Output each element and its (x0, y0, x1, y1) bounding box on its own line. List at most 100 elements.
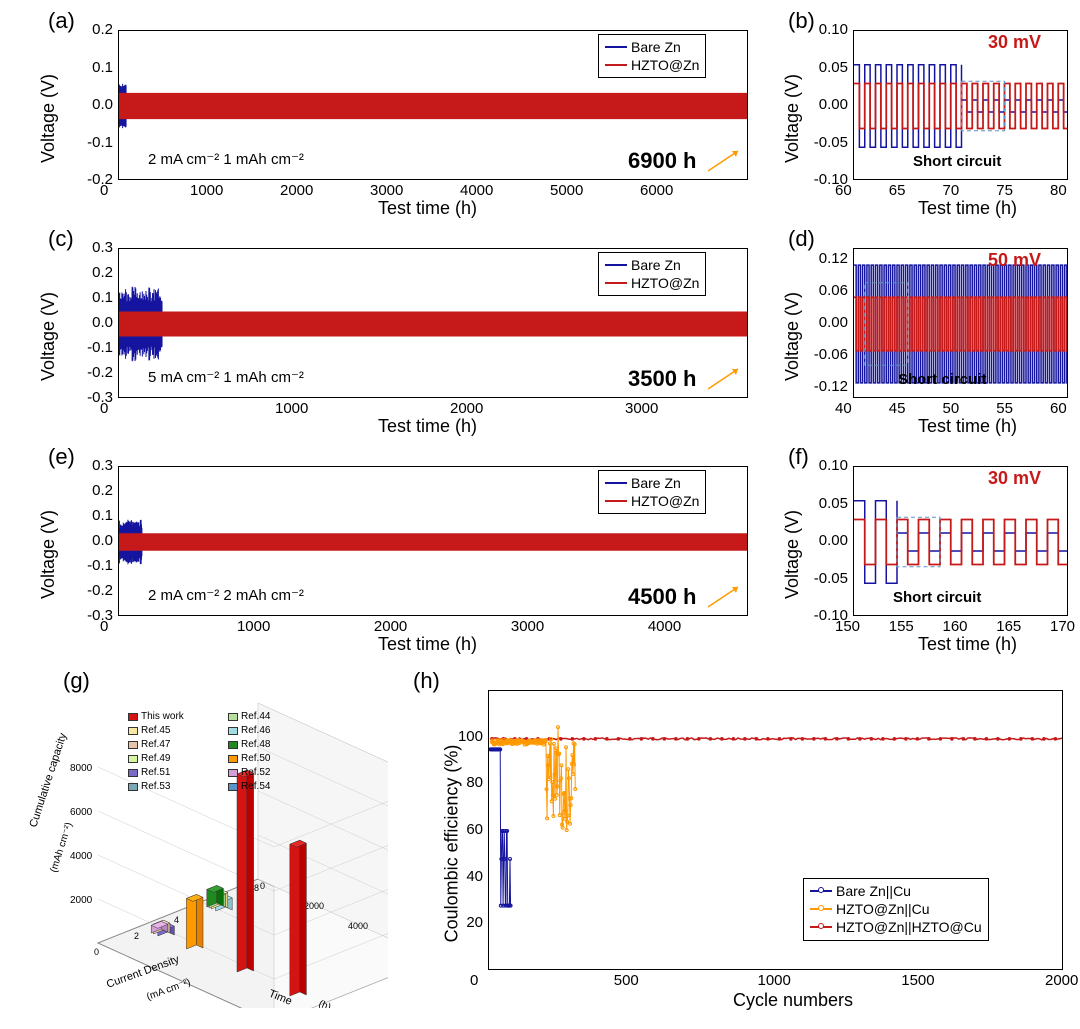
panel-d-short: Short circuit (898, 371, 986, 388)
legend-h-item: Bare Zn||Cu (810, 882, 982, 900)
xtick: 6000 (640, 182, 673, 199)
legend-g-item: Ref.52 (228, 766, 328, 780)
ytick: 20 (466, 914, 483, 931)
panel-b-xlabel: Test time (h) (918, 198, 1017, 219)
legend-g-item: Ref.53 (128, 780, 228, 794)
panel-g-label: (g) (63, 668, 90, 694)
svg-text:4000: 4000 (348, 921, 368, 931)
svg-text:4000: 4000 (70, 851, 93, 862)
ytick: -0.1 (87, 134, 113, 151)
panel-h-xlabel: Cycle numbers (733, 990, 853, 1011)
xtick: 5000 (550, 182, 583, 199)
xtick: 1000 (758, 972, 791, 989)
ytick: 0.1 (92, 59, 113, 76)
ytick: 0.2 (92, 21, 113, 38)
ytick: 60 (466, 821, 483, 838)
xtick: 0 (100, 618, 108, 635)
ytick: 0.00 (819, 532, 848, 549)
xtick: 3000 (511, 618, 544, 635)
xtick: 70 (943, 182, 960, 199)
xtick: 500 (614, 972, 639, 989)
svg-text:8000: 8000 (70, 763, 93, 774)
xtick: 2000 (280, 182, 313, 199)
ytick: 0.10 (819, 457, 848, 474)
panel-d-label: (d) (788, 226, 815, 252)
panel-e-ylabel: Voltage (V) (38, 510, 59, 599)
ytick: 80 (466, 774, 483, 791)
ytick: 100 (458, 728, 483, 745)
xtick: 65 (889, 182, 906, 199)
legend-g-item: Ref.45 (128, 724, 228, 738)
xtick: 1000 (190, 182, 223, 199)
svg-text:(mA cm⁻²): (mA cm⁻²) (145, 977, 192, 1003)
ytick: 0.12 (819, 250, 848, 267)
xtick: 0 (100, 400, 108, 417)
figure-root: (a) Voltage (V) Bare Zn HZTO@Zn 2 mA cm⁻… (8, 8, 1072, 1021)
xtick: 165 (996, 618, 1021, 635)
ytick: 0.3 (92, 457, 113, 474)
legend-hzto-c: HZTO@Zn (631, 274, 699, 292)
ytick: 40 (466, 868, 483, 885)
panel-c-arrow (708, 361, 748, 396)
panel-c-label: (c) (48, 226, 74, 252)
panel-d-ylabel: Voltage (V) (782, 292, 803, 381)
ytick: -0.06 (814, 346, 848, 363)
panel-f-ylabel: Voltage (V) (782, 510, 803, 599)
panel-g-legend: This workRef.44Ref.45Ref.46Ref.47Ref.48 R… (128, 710, 328, 794)
ytick: 0.0 (92, 314, 113, 331)
xtick: 55 (996, 400, 1013, 417)
xtick: 160 (943, 618, 968, 635)
panel-b-short: Short circuit (913, 153, 1001, 170)
svg-text:2000: 2000 (304, 901, 324, 911)
legend-bare-e: Bare Zn (631, 474, 681, 492)
panel-h: (h) Coulombic efficiency (%) Bare Zn||Cu… (403, 668, 1073, 1023)
panel-f-anno: 30 mV (988, 468, 1041, 489)
ytick: 0.00 (819, 96, 848, 113)
legend-h-item: HZTO@Zn||Cu (810, 900, 982, 918)
ytick: 0.10 (819, 21, 848, 38)
ytick: -0.05 (814, 134, 848, 151)
xtick: 40 (835, 400, 852, 417)
panel-e-label: (e) (48, 444, 75, 470)
legend-g-item: Ref.46 (228, 724, 328, 738)
xtick: 1000 (237, 618, 270, 635)
xtick: 4000 (460, 182, 493, 199)
ytick: 0.1 (92, 289, 113, 306)
panel-d: (d) Voltage (V) 50 mV Short circuit Test… (778, 226, 1078, 436)
svg-text:6000: 6000 (70, 807, 93, 818)
xtick: 3000 (625, 400, 658, 417)
panel-d-anno: 50 mV (988, 250, 1041, 271)
svg-text:2: 2 (134, 931, 139, 941)
panel-a-highlight: 6900 h (628, 148, 697, 174)
svg-text:8: 8 (254, 883, 259, 893)
panel-a-arrow (708, 143, 748, 178)
legend-g-item: Ref.48 (228, 738, 328, 752)
ytick: -0.1 (87, 557, 113, 574)
ytick: -0.1 (87, 339, 113, 356)
panel-c-xlabel: Test time (h) (378, 416, 477, 437)
panel-a: (a) Voltage (V) Bare Zn HZTO@Zn 2 mA cm⁻… (8, 8, 768, 218)
ytick: 0.05 (819, 495, 848, 512)
legend-g-item: This work (128, 710, 228, 724)
ytick: -0.12 (814, 378, 848, 395)
ytick: 0.1 (92, 507, 113, 524)
panel-c-condition: 5 mA cm⁻² 1 mAh cm⁻² (148, 368, 304, 386)
ytick: 0.2 (92, 264, 113, 281)
panel-a-label: (a) (48, 8, 75, 34)
legend-g-item: Ref.47 (128, 738, 228, 752)
xtick: 60 (835, 182, 852, 199)
xtick: 2000 (374, 618, 407, 635)
panel-b-ylabel: Voltage (V) (782, 74, 803, 163)
panel-a-xlabel: Test time (h) (378, 198, 477, 219)
ytick: 0.06 (819, 282, 848, 299)
svg-text:2000: 2000 (70, 895, 93, 906)
panel-a-condition: 2 mA cm⁻² 1 mAh cm⁻² (148, 150, 304, 168)
xtick: 75 (996, 182, 1013, 199)
ytick: -0.05 (814, 570, 848, 587)
panel-c-highlight: 3500 h (628, 366, 697, 392)
legend-hzto: HZTO@Zn (631, 56, 699, 74)
svg-text:(mAh cm⁻²): (mAh cm⁻²) (48, 821, 75, 874)
panel-e-xlabel: Test time (h) (378, 634, 477, 655)
legend-g-item: Ref.44 (228, 710, 328, 724)
svg-text:4: 4 (174, 915, 179, 925)
